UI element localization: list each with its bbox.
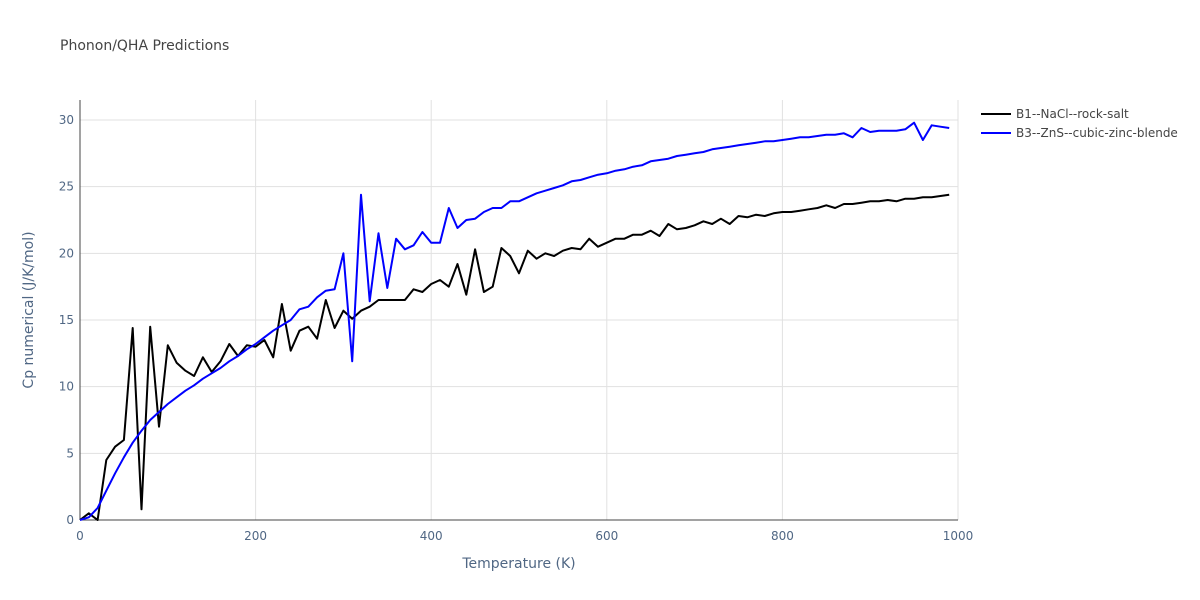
legend-item-2[interactable]: B3--ZnS--cubic-zinc-blende <box>981 126 1178 140</box>
legend-item-1[interactable]: B1--NaCl--rock-salt <box>981 107 1129 121</box>
grid <box>80 100 959 520</box>
tick-labels: 0 5 10 15 20 25 30 0 200 400 600 800 1000 <box>59 113 974 543</box>
series <box>79 121 950 521</box>
x-axis-title: Temperature (K) <box>461 556 575 572</box>
x-tick-label: 200 <box>244 529 267 543</box>
x-tick-label: 600 <box>595 529 618 543</box>
x-tick-label: 800 <box>771 529 794 543</box>
y-tick-label: 25 <box>59 180 74 194</box>
y-tick-label: 20 <box>59 246 74 260</box>
x-tick-label: 400 <box>420 529 443 543</box>
series-line-2[interactable] <box>79 121 950 521</box>
axes <box>79 100 958 521</box>
x-tick-label: 1000 <box>943 529 974 543</box>
legend-label: B1--NaCl--rock-salt <box>1016 107 1129 121</box>
y-tick-label: 30 <box>59 113 74 127</box>
y-axis-title: Cp numerical (J/K/mol) <box>21 231 37 388</box>
legend-label: B3--ZnS--cubic-zinc-blende <box>1016 126 1178 140</box>
series-line-1[interactable] <box>79 193 950 521</box>
y-tick-label: 5 <box>66 446 74 460</box>
chart-title: Phonon/QHA Predictions <box>60 38 229 54</box>
x-tick-label: 0 <box>76 529 84 543</box>
legend[interactable]: B1--NaCl--rock-salt B3--ZnS--cubic-zinc-b… <box>981 107 1178 140</box>
y-tick-label: 10 <box>59 380 74 394</box>
y-tick-label: 15 <box>59 313 74 327</box>
y-tick-label: 0 <box>66 513 74 527</box>
